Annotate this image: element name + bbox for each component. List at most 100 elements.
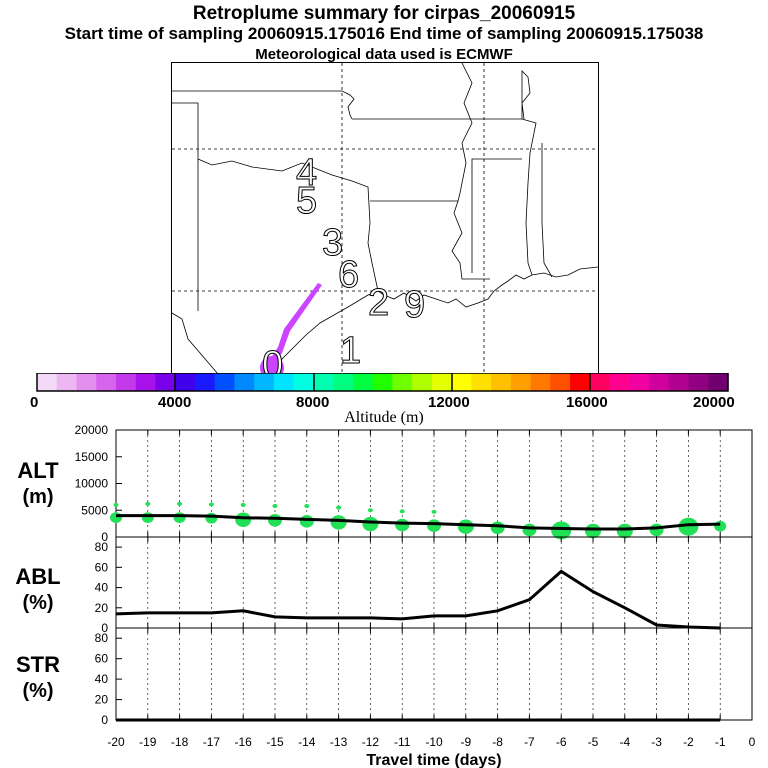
colorbar-cell <box>609 373 630 391</box>
colorbar-cell <box>37 373 58 391</box>
colorbar-cell <box>688 373 709 391</box>
sampling-times: Start time of sampling 20060915.175016 E… <box>64 24 704 43</box>
altitude-outlier <box>272 503 278 508</box>
mean-altitude-line <box>116 514 721 531</box>
x-tick-label: -1 <box>715 735 726 749</box>
altitude-bubble <box>616 523 633 539</box>
altitude-bubble <box>678 517 699 536</box>
x-tick-label: -11 <box>394 735 411 749</box>
colorbar-cell <box>175 373 196 391</box>
colorbar-cell <box>550 373 571 391</box>
x-tick-label: -10 <box>425 735 443 749</box>
colorbar-cell <box>372 373 393 391</box>
colorbar-cell <box>293 373 314 391</box>
coastline <box>273 290 379 374</box>
colorbar-cell <box>589 373 611 391</box>
y-tick-label: 60 <box>95 652 109 666</box>
altitude-bubble <box>457 519 474 534</box>
colorbar-cell <box>96 373 117 391</box>
state-border <box>471 158 522 273</box>
altitude-outlier <box>113 502 119 507</box>
day-label: 9 <box>404 284 425 326</box>
x-tick-label: -4 <box>619 735 630 749</box>
state-border <box>172 312 219 374</box>
altitude-bubble <box>395 518 410 532</box>
x-tick-label: -15 <box>266 735 284 749</box>
x-tick-label: -18 <box>171 735 189 749</box>
colorbar-cell <box>451 373 472 391</box>
colorbar-cell <box>234 373 255 391</box>
plume-path <box>268 283 322 367</box>
colorbar-tick: 8000 <box>296 394 330 411</box>
y-tick-label: 0 <box>101 621 108 635</box>
x-tick-label: -16 <box>235 735 253 749</box>
state-border <box>370 200 490 280</box>
altitude-bubble <box>362 516 379 532</box>
y-tick-label: 20 <box>95 693 109 707</box>
colorbar-label: Altitude (m) <box>344 409 424 426</box>
altitude-bubble <box>522 523 537 537</box>
altitude-bubble <box>173 512 186 523</box>
y-tick-label: 0 <box>101 530 108 544</box>
altitude-outlier <box>304 503 310 508</box>
altitude-bubble <box>205 512 218 524</box>
altitude-bubble <box>268 513 282 527</box>
map-svg: 4 5 3 6 2 9 1 0 <box>172 63 598 374</box>
colorbar-cell <box>570 373 591 391</box>
day-label: 6 <box>338 254 359 296</box>
day-label: 5 <box>296 180 317 222</box>
colorbar-cell <box>155 373 176 391</box>
met-data-source: Meteorological data used is ECMWF <box>255 46 513 63</box>
coastline <box>377 266 598 308</box>
abl-panel-label: ABL (%) <box>15 564 61 614</box>
x-axis-label: Travel time (days) <box>366 752 501 768</box>
state-border <box>197 158 379 292</box>
alt-panel-label: ALT (m) <box>17 458 59 508</box>
altitude-colorbar <box>36 373 729 392</box>
colorbar-cell <box>431 373 453 391</box>
day-label: 3 <box>322 222 343 264</box>
colorbar-cell <box>115 373 137 391</box>
altitude-outlier <box>177 501 183 506</box>
y-tick-label: 80 <box>95 540 109 554</box>
chart-title: Retroplume summary for cirpas_20060915 <box>192 3 576 24</box>
state-border <box>172 102 199 311</box>
colorbar-cell <box>254 373 275 391</box>
altitude-outlier <box>145 501 151 506</box>
colorbar-cell <box>708 373 729 391</box>
altitude-bubble <box>714 520 727 532</box>
colorbar-tick: 16000 <box>566 394 608 411</box>
retroplume-trajectory <box>260 283 322 374</box>
colorbar-cell <box>629 373 650 391</box>
altitude-outlier <box>367 508 373 513</box>
plume-origin <box>260 356 284 374</box>
colorbar-cell <box>214 373 236 391</box>
altitude-bubble <box>110 512 122 523</box>
x-tick-label: -3 <box>651 735 662 749</box>
x-tick-label: -5 <box>588 735 599 749</box>
state-border <box>172 90 355 120</box>
altitude-outlier <box>208 502 214 507</box>
colorbar-cell <box>471 373 492 391</box>
x-tick-label: -8 <box>492 735 503 749</box>
abl-series-line <box>115 569 721 630</box>
day-label: 4 <box>296 152 317 194</box>
y-tick-label: 80 <box>95 631 109 645</box>
x-tick-label: -13 <box>330 735 348 749</box>
x-tick-label: -7 <box>524 735 535 749</box>
altitude-bubble <box>299 515 314 528</box>
colorbar-cell <box>76 373 97 391</box>
y-tick-label: 0 <box>101 713 108 727</box>
y-tick-label: 15000 <box>75 450 109 464</box>
colorbar-cell <box>649 373 670 391</box>
colorbar-cell <box>510 373 532 391</box>
altitude-bubble <box>551 521 572 540</box>
colorbar-tick: 12000 <box>428 394 470 411</box>
day-label: 0 <box>262 344 283 374</box>
y-tick-label: 20000 <box>75 423 109 437</box>
state-border <box>457 63 473 202</box>
y-tick-label: 20 <box>95 601 109 615</box>
altitude-outlier <box>431 509 437 514</box>
x-tick-label: -9 <box>460 735 471 749</box>
